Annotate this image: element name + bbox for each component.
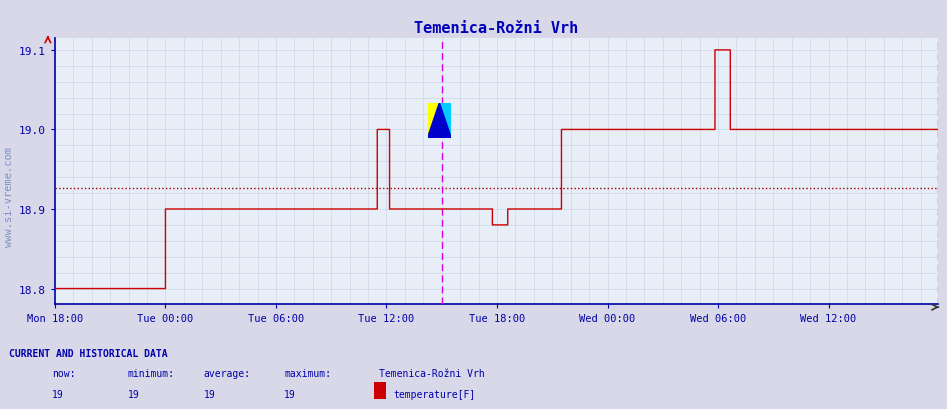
Bar bbox=[427, 103, 451, 121]
Text: 19: 19 bbox=[52, 389, 63, 399]
Text: www.si-vreme.com: www.si-vreme.com bbox=[5, 146, 14, 246]
Text: 19: 19 bbox=[128, 389, 139, 399]
Text: now:: now: bbox=[52, 368, 76, 378]
Text: CURRENT AND HISTORICAL DATA: CURRENT AND HISTORICAL DATA bbox=[9, 348, 169, 358]
Title: Temenica-Rožni Vrh: Temenica-Rožni Vrh bbox=[414, 21, 579, 36]
Polygon shape bbox=[427, 103, 451, 138]
Polygon shape bbox=[427, 103, 451, 138]
Text: temperature[F]: temperature[F] bbox=[393, 389, 475, 399]
Text: maximum:: maximum: bbox=[284, 368, 331, 378]
Text: minimum:: minimum: bbox=[128, 368, 175, 378]
Polygon shape bbox=[427, 103, 439, 138]
Text: 19: 19 bbox=[284, 389, 295, 399]
Text: 19: 19 bbox=[204, 389, 215, 399]
Text: average:: average: bbox=[204, 368, 251, 378]
Text: Temenica-Rožni Vrh: Temenica-Rožni Vrh bbox=[379, 368, 485, 378]
